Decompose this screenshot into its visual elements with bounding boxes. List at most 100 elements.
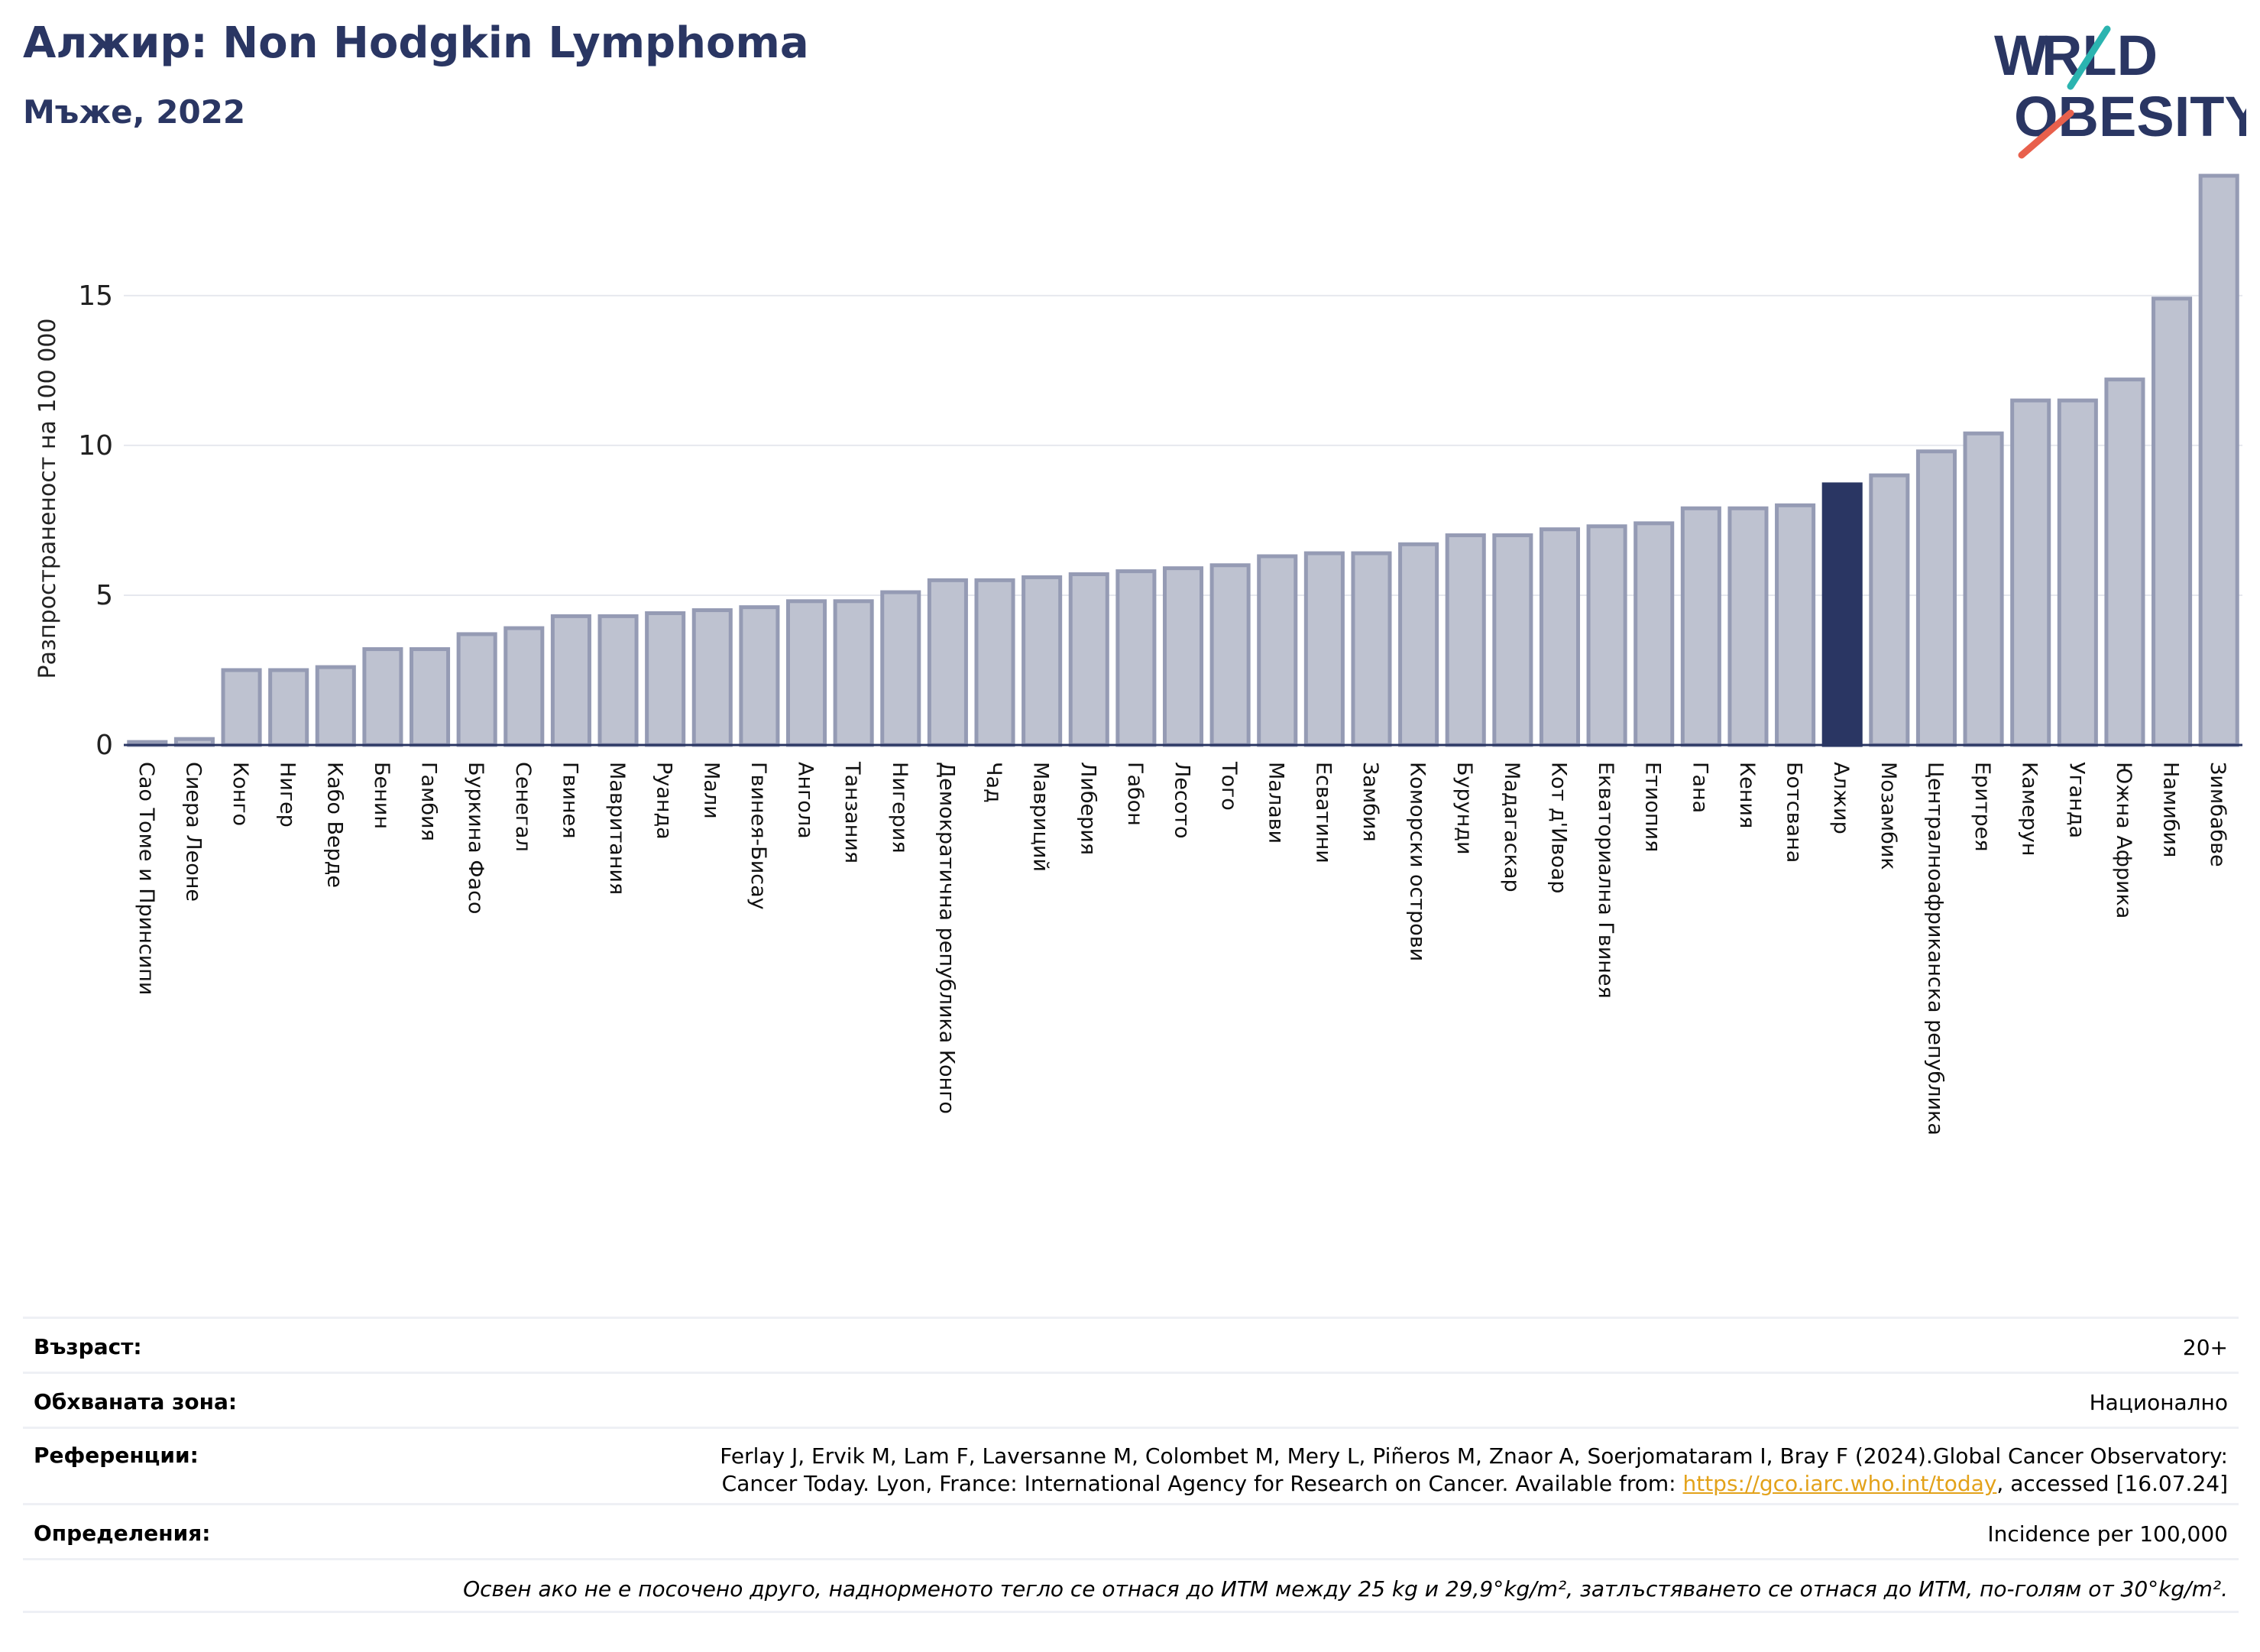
x-tick-label: Етиопия xyxy=(1641,762,1665,852)
bar xyxy=(1398,542,1439,747)
x-tick-label: Лесото xyxy=(1170,762,1194,839)
x-tick-label: Кабо Верде xyxy=(322,762,346,888)
x-tick-label: Мадагаскар xyxy=(1500,762,1523,892)
bar xyxy=(1963,431,2004,747)
x-tick-label: Гана xyxy=(1688,762,1711,813)
x-tick-label: Малави xyxy=(1264,762,1288,844)
x-tick-label: Централноафриканска република xyxy=(1923,762,1947,1135)
x-tick-label: Еритрея xyxy=(1970,762,1994,851)
coverage-value: Национално xyxy=(2089,1390,2228,1415)
bar xyxy=(1633,521,1675,747)
bar xyxy=(1492,533,1533,747)
x-tick-label: Кения xyxy=(1735,762,1759,828)
bar xyxy=(2010,398,2051,747)
x-tick-label: Камерун xyxy=(2018,762,2041,856)
bar xyxy=(2152,296,2193,747)
y-tick-label: 15 xyxy=(78,280,113,312)
x-tick-label: Мавриций xyxy=(1029,762,1053,872)
references-link[interactable]: https://gco.iarc.who.int/today xyxy=(1682,1471,1997,1496)
references-line2-suffix: , accessed [16.07.24] xyxy=(1996,1471,2228,1496)
bar xyxy=(1869,473,1910,747)
page-title: Алжир: Non Hodgkin Lymphoma xyxy=(23,18,809,68)
bar xyxy=(1915,449,1957,747)
bar xyxy=(2057,398,2098,747)
bar xyxy=(456,632,497,747)
x-tick-label: Руанда xyxy=(652,762,676,840)
x-tick-label: Габон xyxy=(1123,762,1147,826)
x-tick-label: Либерия xyxy=(1076,762,1099,855)
age-label: Възраст: xyxy=(34,1334,142,1359)
references-line2-prefix: Cancer Today. Lyon, France: Internationa… xyxy=(721,1471,1683,1496)
bar xyxy=(1209,563,1251,747)
bar-chart: 0 5 10 15 Разпространеност на 100 000 Сао Том… xyxy=(34,173,2242,1135)
info-row-age: Възраст: 20+ xyxy=(23,1317,2239,1372)
svg-text:RLD: RLD xyxy=(2041,24,2158,87)
x-tick-label: Гвинея xyxy=(558,762,581,838)
x-tick-label: Сао Томе и Принсипи xyxy=(134,762,158,995)
bar xyxy=(833,599,874,747)
bar xyxy=(785,599,827,747)
bar xyxy=(268,668,309,747)
bar xyxy=(1445,533,1486,747)
info-row-footnote: Освен ако не е посочено друго, наднормен… xyxy=(23,1558,2239,1613)
x-tick-label: Сиера Леоне xyxy=(181,762,205,902)
x-tick-label: Чад xyxy=(982,762,1005,803)
coverage-label: Обхваната зона: xyxy=(34,1389,238,1414)
x-tick-label: Уганда xyxy=(2064,762,2088,838)
bar xyxy=(503,626,545,747)
bar xyxy=(1775,503,1816,747)
x-tick-label: Ангола xyxy=(794,762,818,839)
bar xyxy=(1022,575,1063,747)
x-tick-label: Кот д'Ивоар xyxy=(1546,762,1570,893)
bar xyxy=(410,647,451,747)
info-row-coverage: Обхваната зона: Национално xyxy=(23,1372,2239,1427)
x-tick-label: Конго xyxy=(228,762,252,826)
x-tick-label: Буркина Фасо xyxy=(464,762,487,914)
world-obesity-logo: W RLD OBESITY xyxy=(1994,24,2246,159)
bar xyxy=(1351,551,1392,747)
x-tick-label: Танзания xyxy=(840,761,864,863)
bar xyxy=(315,665,356,747)
y-axis-label: Разпространеност на 100 000 xyxy=(34,319,61,679)
x-tick-label: Мавритания xyxy=(605,762,629,895)
x-tick-label: Ботсвана xyxy=(1782,762,1806,863)
x-tick-label: Замбия xyxy=(1358,762,1382,842)
bar xyxy=(1068,572,1109,747)
bar xyxy=(927,578,968,747)
bar xyxy=(1257,554,1298,747)
bar xyxy=(1586,524,1627,747)
x-tick-label: Есватини xyxy=(1311,762,1335,863)
x-tick-label: Бенин xyxy=(370,762,393,829)
bar xyxy=(221,668,262,747)
x-tick-label: Зимбабве xyxy=(2206,762,2229,867)
bar xyxy=(974,578,1015,747)
bar xyxy=(880,590,921,747)
x-tick-label: Нигер xyxy=(276,762,299,828)
x-tick-label: Екваториална Гвинея xyxy=(1594,762,1617,999)
x-tick-label: Намибия xyxy=(2159,762,2183,857)
x-tick-label: Того xyxy=(1217,761,1241,811)
svg-text:W: W xyxy=(1994,24,2048,87)
bar xyxy=(691,608,733,747)
y-tick-label: 10 xyxy=(78,430,113,462)
page-subtitle: Мъже, 2022 xyxy=(23,93,246,131)
x-tick-label: Нигерия xyxy=(888,762,911,854)
x-tick-label: Демократична република Конго xyxy=(934,762,958,1114)
bar xyxy=(362,647,403,747)
references-label: Референции: xyxy=(34,1443,199,1468)
x-tick-label: Гамбия xyxy=(417,762,441,841)
bar xyxy=(1539,527,1581,747)
age-value: 20+ xyxy=(2182,1335,2228,1360)
x-tick-label: Мозамбик xyxy=(1876,762,1900,870)
definitions-label: Определения: xyxy=(34,1521,211,1546)
bar xyxy=(1303,551,1345,747)
references-line1: Ferlay J, Ervik M, Lam F, Laversanne M, … xyxy=(720,1443,2228,1469)
bar xyxy=(1680,506,1721,747)
svg-text:OBESITY: OBESITY xyxy=(2014,85,2246,148)
bar xyxy=(1115,569,1157,747)
x-tick-label: Бурунди xyxy=(1452,762,1476,855)
bar xyxy=(2198,173,2239,747)
x-tick-label: Южна Африка xyxy=(2112,762,2135,918)
x-tick-label: Коморски острови xyxy=(1406,762,1429,961)
footnote: Освен ако не е посочено друго, наднормен… xyxy=(463,1576,2228,1602)
